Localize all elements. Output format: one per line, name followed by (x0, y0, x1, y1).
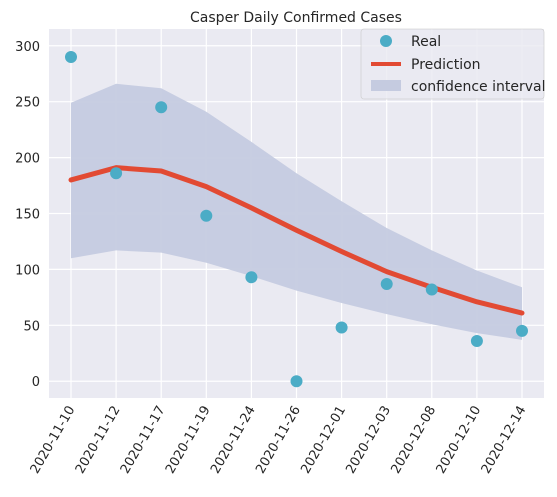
real-data-point (245, 271, 258, 284)
y-tick-label: 0 (32, 375, 40, 390)
x-tick-label: 2020-11-17 (118, 404, 169, 477)
real-data-point (470, 334, 483, 347)
y-tick-label: 50 (23, 319, 40, 334)
real-data-point (335, 321, 348, 334)
x-tick-label: 2020-12-10 (434, 404, 485, 477)
x-tick-label: 2020-11-24 (208, 404, 259, 477)
x-tick-label: 2020-11-10 (28, 404, 79, 477)
legend-ci-label: confidence interval (411, 79, 545, 95)
legend-prediction-label: Prediction (411, 57, 481, 73)
x-tick-label: 2020-12-14 (479, 404, 530, 477)
x-tick-label: 2020-11-26 (253, 404, 304, 477)
real-data-point (380, 277, 393, 290)
real-data-point (425, 283, 438, 296)
confidence-interval-band (71, 83, 522, 340)
x-tick-label: 2020-12-03 (343, 404, 394, 477)
legend: Real Prediction confidence interval (360, 28, 545, 100)
real-data-point (155, 101, 168, 114)
x-tick-label: 2020-12-01 (298, 404, 349, 477)
prediction-line (68, 165, 525, 316)
real-points-layer (65, 50, 528, 388)
y-tick-label: 300 (15, 40, 40, 55)
y-tick-label: 100 (15, 263, 40, 278)
y-tick-label: 150 (15, 208, 40, 223)
prediction-line-layer (68, 165, 525, 316)
x-tick-label: 2020-12-08 (388, 404, 439, 477)
real-data-point (290, 375, 303, 388)
x-tick-label: 2020-11-12 (73, 404, 124, 477)
y-tick-label: 200 (15, 152, 40, 167)
confidence-band-layer (71, 83, 522, 340)
legend-real-label: Real (411, 34, 441, 50)
legend-ci-marker (371, 80, 401, 91)
real-data-point (200, 209, 213, 222)
x-tick-labels: 2020-11-102020-11-122020-11-172020-11-19… (28, 404, 530, 477)
real-data-point (110, 167, 123, 180)
y-tick-labels: 0 50 100 150 200 250 300 (15, 40, 40, 390)
legend-box (360, 28, 545, 100)
legend-real-marker (380, 35, 392, 47)
y-tick-label: 250 (15, 96, 40, 111)
real-data-point (516, 324, 528, 337)
x-tick-label: 2020-11-19 (163, 404, 214, 477)
real-data-point (65, 50, 77, 63)
chart-title: Casper Daily Confirmed Cases (190, 10, 402, 26)
